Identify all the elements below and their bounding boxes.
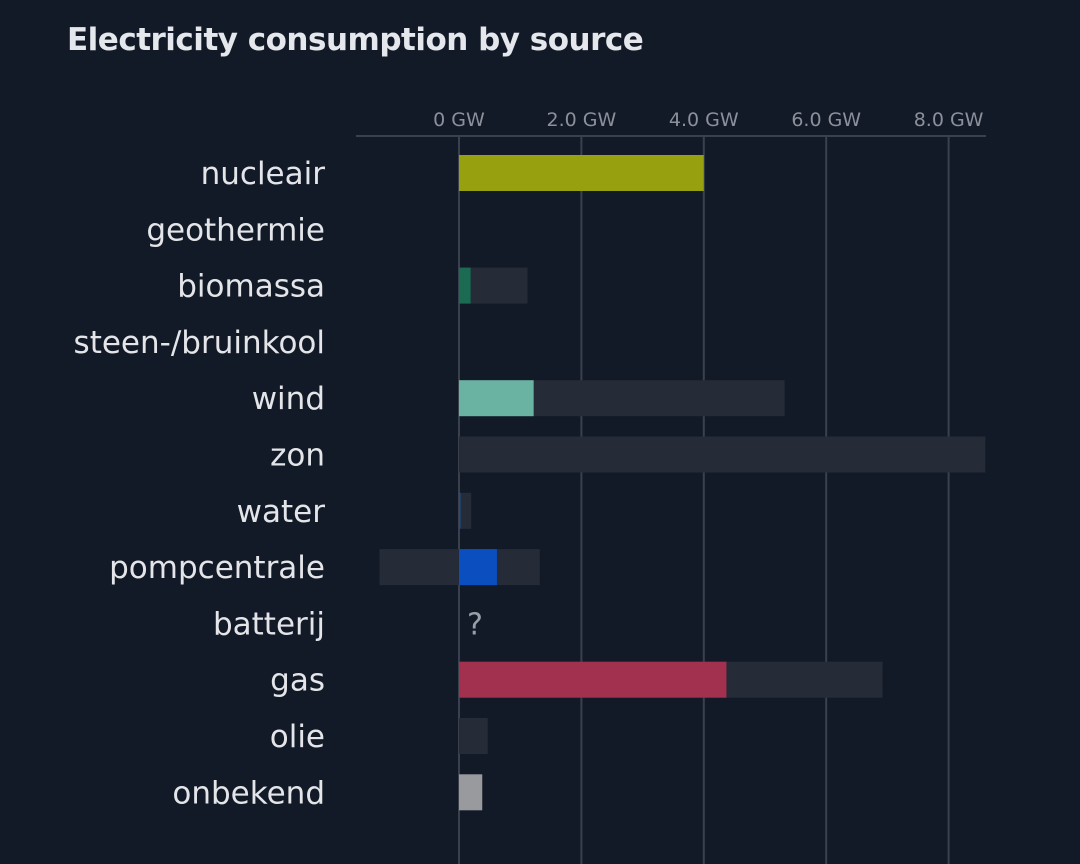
x-tick-label: 6.0 GW [791,109,861,131]
consumption-bar [459,267,471,304]
category-label: water [237,494,326,530]
consumption-bar [459,549,497,586]
x-tick-label: 4.0 GW [669,109,739,131]
consumption-bar [459,380,534,417]
category-label: olie [270,719,325,755]
consumption-bar [459,774,483,811]
consumption-bar [459,661,727,698]
consumption-bar [459,492,461,529]
grid-lines [458,136,950,864]
consumption-bars: ? [459,155,727,811]
capacity-bar [459,718,488,754]
category-label: biomassa [177,269,325,305]
capacity-bar [459,492,472,529]
category-label: batterij [213,606,325,642]
category-label: steen-/bruinkool [74,325,325,361]
category-label: pompcentrale [109,550,325,586]
x-axis: 0 GW 2.0 GW 4.0 GW 6.0 GW 8.0 GW [356,109,986,137]
category-label: nucleair [201,156,326,192]
category-label: geothermie [146,212,325,248]
category-label: gas [270,663,325,699]
consumption-bar [459,155,704,191]
chart-title: Electricity consumption by source [67,22,644,58]
x-tick-label: 8.0 GW [914,109,984,131]
x-tick-label: 2.0 GW [547,109,617,131]
capacity-bar [459,436,986,473]
category-label: zon [270,438,325,474]
x-tick-label: 0 GW [433,109,485,131]
category-label: onbekend [172,775,325,811]
category-labels: nucleair geothermie biomassa steen-/bruinko… [74,156,326,811]
unknown-value-marker: ? [467,607,483,642]
category-label: wind [252,381,325,417]
